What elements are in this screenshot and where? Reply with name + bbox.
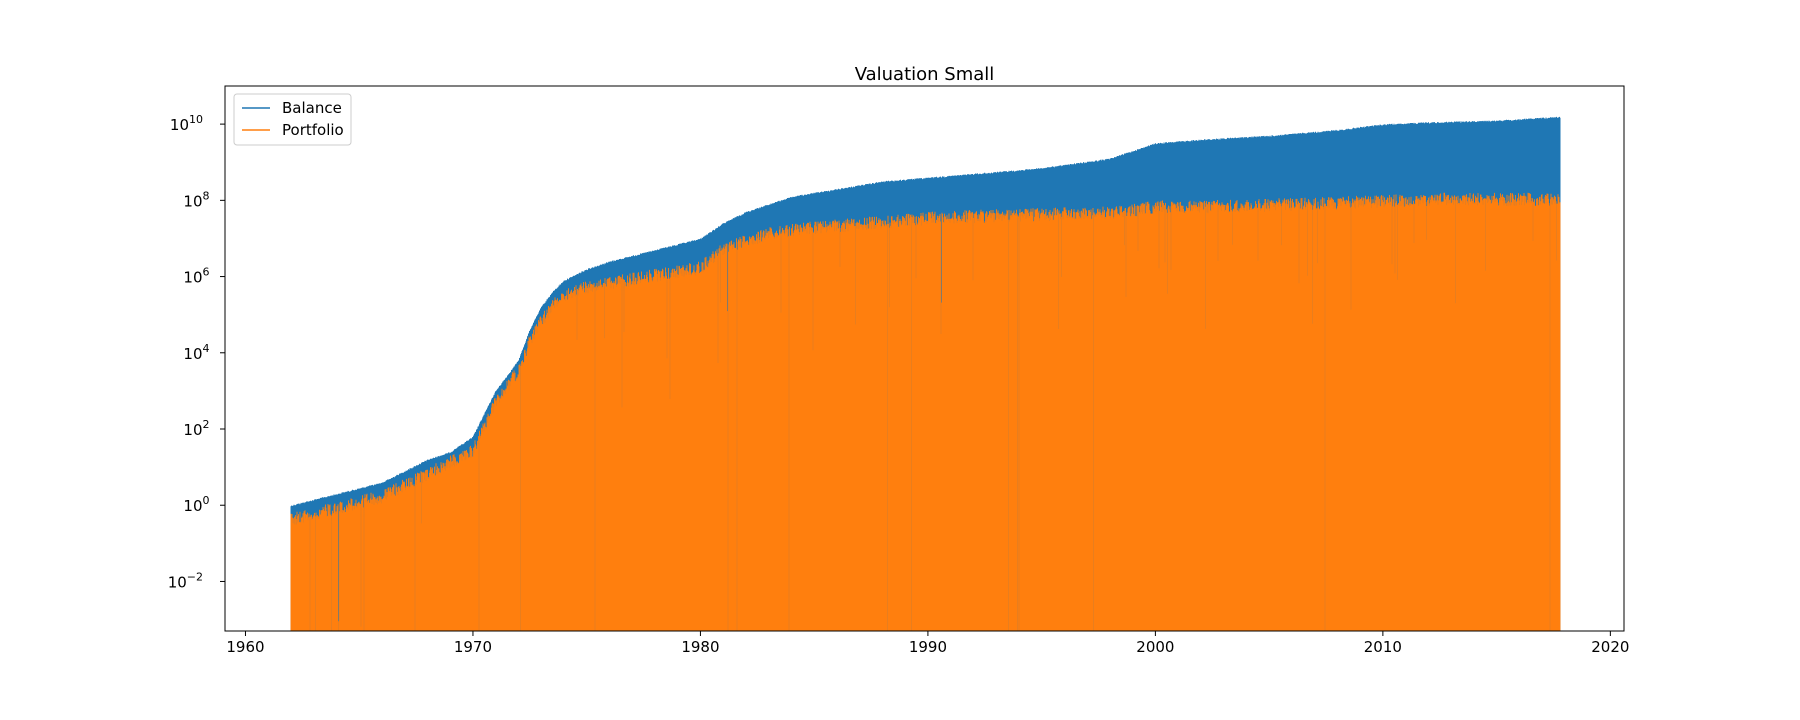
x-tick-label: 2000 <box>1136 638 1174 656</box>
legend-label-balance: Balance <box>282 99 342 117</box>
legend-label-portfolio: Portfolio <box>282 121 344 139</box>
x-tick-label: 1980 <box>681 638 719 656</box>
x-tick-label: 1970 <box>454 638 492 656</box>
x-tick-label: 2010 <box>1364 638 1402 656</box>
chart-title: Valuation Small <box>855 64 995 85</box>
y-tick-label: 106 <box>183 266 209 287</box>
plot-frame <box>224 85 1625 632</box>
x-axis: 1960 1970 1980 1990 2000 2010 2020 <box>226 631 1629 656</box>
series-portfolio-area <box>290 192 1561 631</box>
y-tick-label: 108 <box>183 189 209 210</box>
x-tick-label: 1990 <box>909 638 947 656</box>
y-tick-label: 10−2 <box>168 570 203 591</box>
y-tick-label: 1010 <box>170 113 203 134</box>
y-tick-label: 102 <box>183 418 209 439</box>
x-tick-label: 1960 <box>226 638 264 656</box>
plot-area <box>290 116 1561 631</box>
y-tick-label: 104 <box>183 342 209 363</box>
legend-box <box>233 93 352 146</box>
y-axis: 10−2 100 102 104 106 108 1010 <box>168 113 225 591</box>
x-tick-label: 2020 <box>1591 638 1629 656</box>
legend: Balance Portfolio <box>233 93 352 146</box>
y-tick-label: 100 <box>183 494 209 515</box>
